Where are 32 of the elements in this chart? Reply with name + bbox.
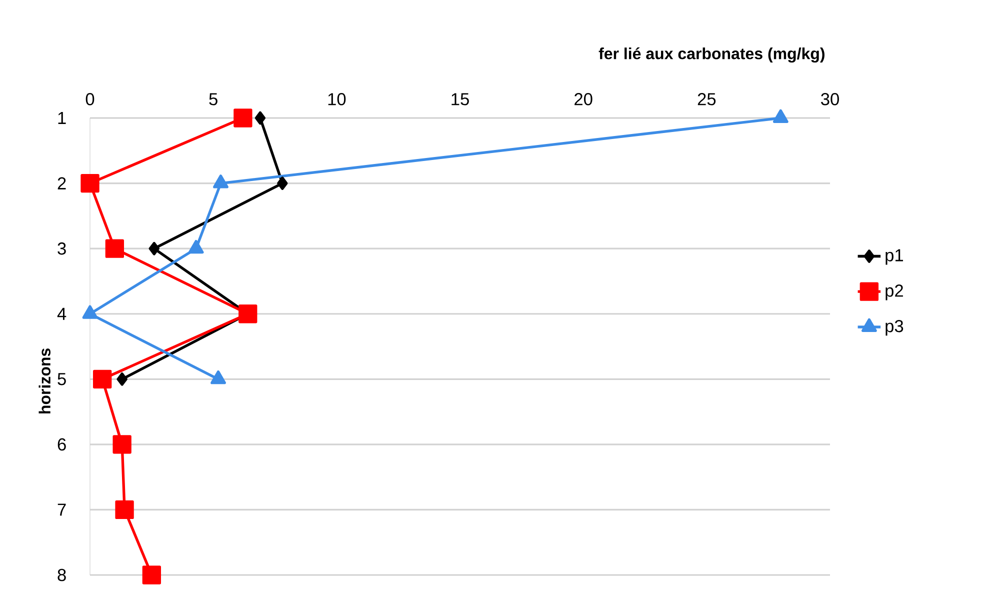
- y-tick-label: 6: [58, 438, 66, 451]
- x-axis-title: fer lié aux carbonates (mg/kg): [598, 47, 824, 63]
- x-tick-label: 5: [209, 93, 218, 106]
- point: [277, 176, 288, 190]
- x-tick-label: 0: [86, 93, 94, 106]
- point: [142, 566, 162, 584]
- y-axis-title: horizons: [38, 348, 50, 414]
- x-tick-label: 25: [698, 93, 716, 106]
- y-tick-label: 1: [58, 112, 66, 124]
- point: [148, 242, 160, 256]
- legend-label: p2: [886, 284, 903, 300]
- point: [115, 500, 134, 520]
- y-tick-label: 4: [57, 308, 66, 320]
- x-tick-label: 15: [452, 93, 469, 106]
- point: [92, 370, 112, 388]
- point: [254, 111, 266, 125]
- y-tick-label: 3: [58, 242, 66, 255]
- x-tick-label: 20: [574, 93, 592, 106]
- y-tick-label: 2: [58, 177, 66, 190]
- point: [80, 174, 100, 193]
- point: [238, 304, 258, 324]
- point: [112, 435, 132, 454]
- point: [116, 372, 128, 386]
- x-tick-label: 10: [328, 93, 346, 106]
- x-tick-label: 30: [821, 93, 839, 106]
- y-tick-label: 7: [58, 504, 66, 516]
- point: [105, 239, 124, 258]
- legend-label: p3: [886, 320, 904, 336]
- y-tick-label: 5: [58, 373, 66, 386]
- y-tick-label: 8: [58, 568, 66, 582]
- legend-label: p1: [886, 249, 904, 265]
- point: [234, 108, 252, 128]
